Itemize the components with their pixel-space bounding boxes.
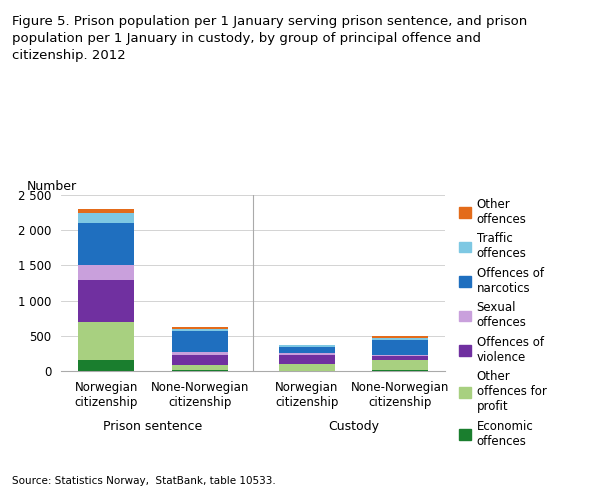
- Bar: [79, 360, 134, 371]
- Bar: [279, 355, 335, 364]
- Bar: [79, 280, 134, 322]
- Text: Source: Statistics Norway,  StatBank, table 10533.: Source: Statistics Norway, StatBank, tab…: [12, 476, 276, 486]
- Legend: Other
offences, Traffic
offences, Offences of
narcotics, Sexual
offences, Offenc: Other offences, Traffic offences, Offenc…: [459, 198, 547, 447]
- Bar: [171, 329, 228, 331]
- Bar: [279, 353, 335, 355]
- Bar: [372, 360, 428, 370]
- Bar: [171, 331, 228, 352]
- Bar: [372, 338, 428, 340]
- Bar: [79, 265, 134, 280]
- Bar: [79, 224, 134, 265]
- Text: Figure 5. Prison population per 1 January serving prison sentence, and prison
po: Figure 5. Prison population per 1 Januar…: [12, 15, 528, 61]
- Text: Custody: Custody: [328, 420, 379, 433]
- Bar: [279, 346, 335, 353]
- Bar: [79, 322, 134, 360]
- Bar: [171, 370, 228, 371]
- Bar: [372, 340, 428, 355]
- Bar: [171, 352, 228, 355]
- Bar: [79, 209, 134, 213]
- Bar: [171, 355, 228, 365]
- Bar: [372, 336, 428, 338]
- Bar: [171, 365, 228, 370]
- Bar: [372, 355, 428, 356]
- Bar: [171, 326, 228, 329]
- Bar: [279, 364, 335, 370]
- Bar: [279, 345, 335, 346]
- Bar: [372, 370, 428, 371]
- Bar: [372, 356, 428, 360]
- Bar: [79, 213, 134, 224]
- Text: Prison sentence: Prison sentence: [103, 420, 203, 433]
- Text: Number: Number: [26, 181, 76, 193]
